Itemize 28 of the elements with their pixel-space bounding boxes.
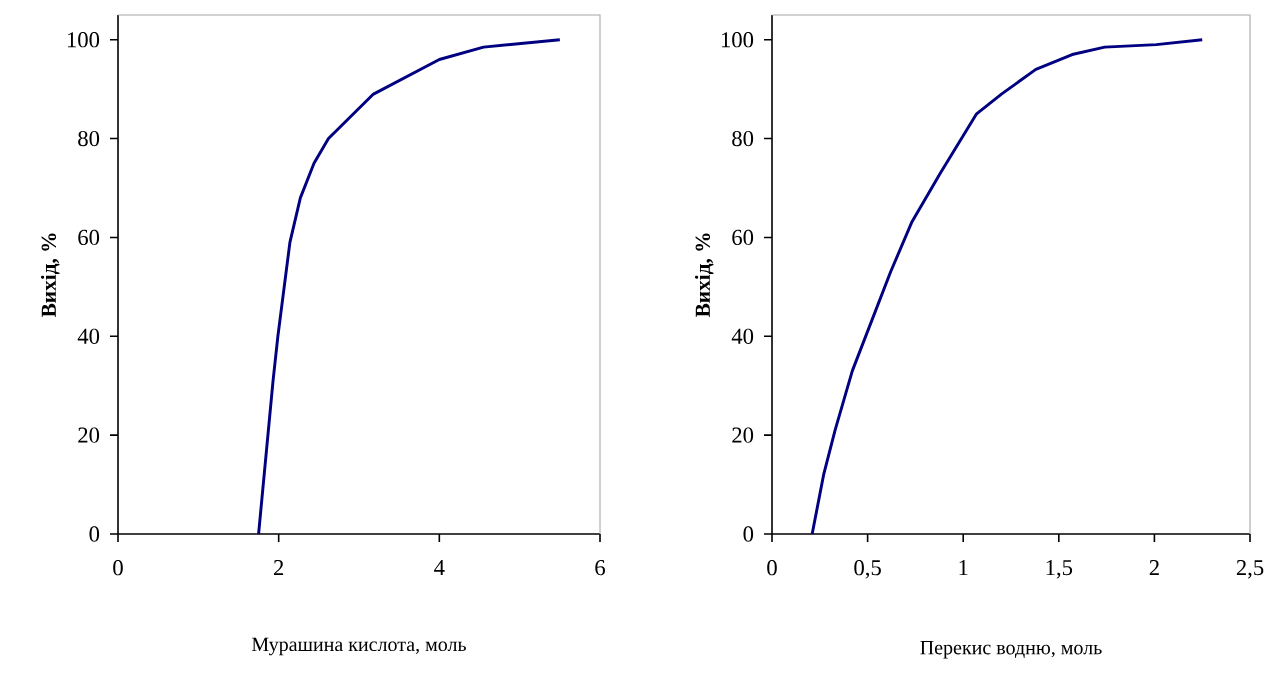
line-series — [810, 38, 1204, 536]
y-tick-label: 60 — [732, 229, 754, 246]
x-tick-label: 6 — [595, 560, 605, 576]
x-tick-label: 4 — [434, 560, 445, 575]
x-tick-label: 0,5 — [854, 560, 881, 579]
y-tick-label: 100 — [67, 32, 100, 48]
y-tick-label: 0 — [89, 526, 100, 542]
y-tick-label: 40 — [731, 328, 754, 344]
y-axis-title: Вихід, % — [694, 233, 714, 318]
x-tick-label: 2 — [274, 560, 284, 576]
y-tick-label: 60 — [78, 229, 100, 246]
x-tick-label: 0 — [767, 560, 777, 576]
line-series — [257, 38, 562, 536]
x-axis-title: Перекис водню, моль — [920, 641, 1102, 659]
y-tick-label: 80 — [78, 130, 100, 147]
y-tick-label: 40 — [77, 328, 100, 344]
x-tick-label: 1,5 — [1046, 560, 1073, 579]
x-tick-label: 0 — [113, 560, 123, 576]
y-tick-label: 20 — [78, 427, 100, 443]
y-tick-label: 100 — [721, 32, 754, 48]
y-tick-label: 20 — [732, 427, 754, 443]
x-axis-title: Мурашина кислота, моль — [251, 637, 467, 656]
x-tick-label: 1 — [959, 560, 968, 576]
y-axis-title: Вихід, % — [40, 233, 60, 318]
x-tick-label: 2,5 — [1236, 560, 1264, 579]
y-tick-label: 80 — [732, 130, 754, 147]
y-tick-label: 0 — [743, 526, 754, 542]
x-tick-label: 2 — [1149, 560, 1159, 576]
